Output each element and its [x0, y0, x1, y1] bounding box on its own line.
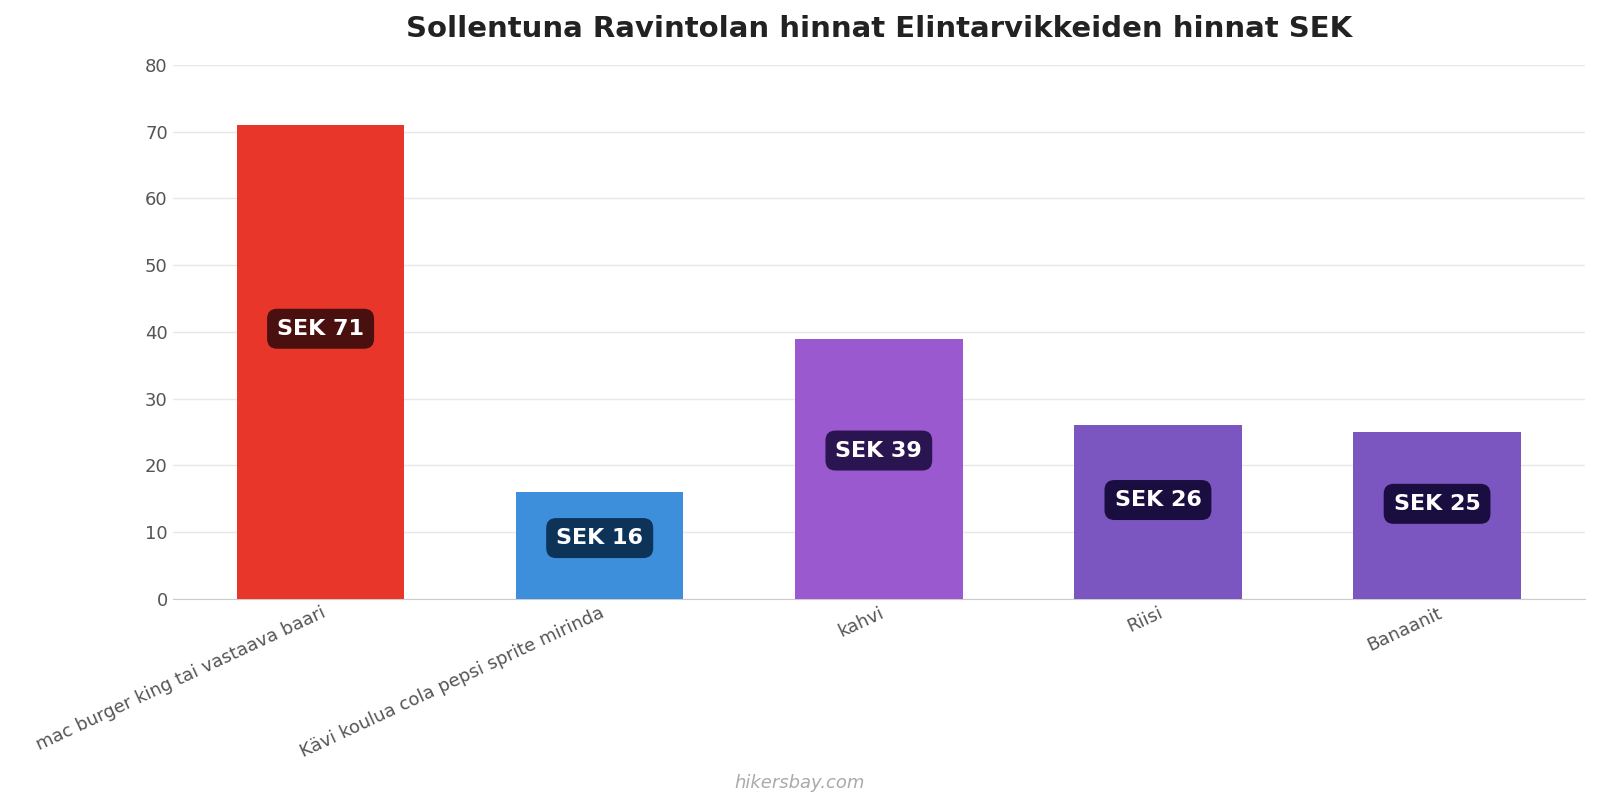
Text: SEK 39: SEK 39 [835, 441, 922, 461]
Title: Sollentuna Ravintolan hinnat Elintarvikkeiden hinnat SEK: Sollentuna Ravintolan hinnat Elintarvikk… [406, 15, 1352, 43]
Text: SEK 25: SEK 25 [1394, 494, 1480, 514]
Bar [515, 492, 683, 599]
Text: hikersbay.com: hikersbay.com [734, 774, 866, 792]
Text: SEK 16: SEK 16 [557, 528, 643, 548]
Bar [1074, 426, 1242, 599]
Bar [237, 125, 405, 599]
Text: SEK 26: SEK 26 [1115, 490, 1202, 510]
Text: SEK 71: SEK 71 [277, 318, 365, 338]
Bar [1354, 432, 1522, 599]
Bar [795, 338, 963, 599]
